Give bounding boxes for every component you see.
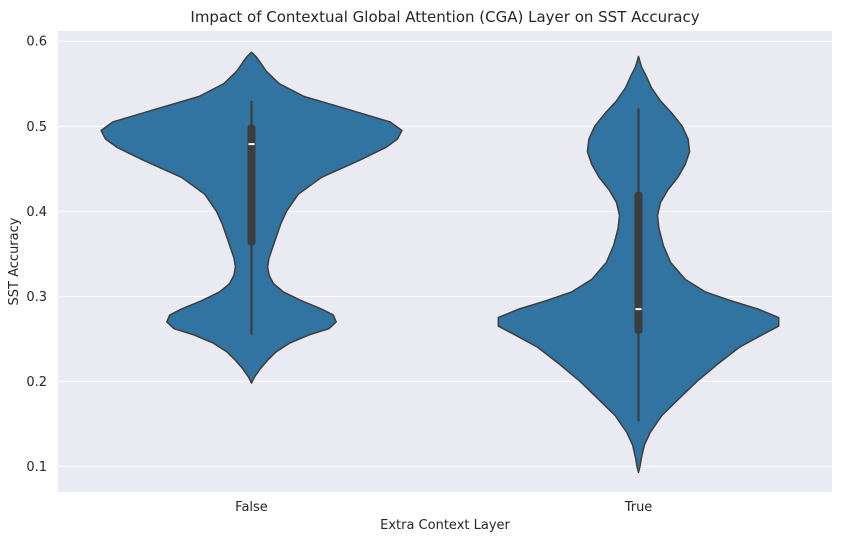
iqr-box [247,124,256,246]
y-tick-label: 0.6 [26,35,47,50]
y-tick-label: 0.3 [26,290,47,305]
x-axis-label: Extra Context Layer [380,518,510,533]
y-tick-label: 0.1 [26,460,47,475]
y-tick-label: 0.2 [26,375,47,390]
violins [100,51,780,474]
plot-area [58,31,832,492]
iqr-box [634,191,643,334]
chart-title: Impact of Contextual Global Attention (C… [190,8,699,26]
x-tick-label: False [235,500,268,515]
y-axis-label: SST Accuracy [7,217,22,305]
y-axis-ticks: 0.1 0.2 0.3 0.4 0.5 0.6 [26,35,47,475]
y-tick-label: 0.5 [26,120,47,135]
x-tick-label: True [624,500,653,515]
y-tick-label: 0.4 [26,205,47,220]
x-axis-ticks: False True [235,500,652,515]
